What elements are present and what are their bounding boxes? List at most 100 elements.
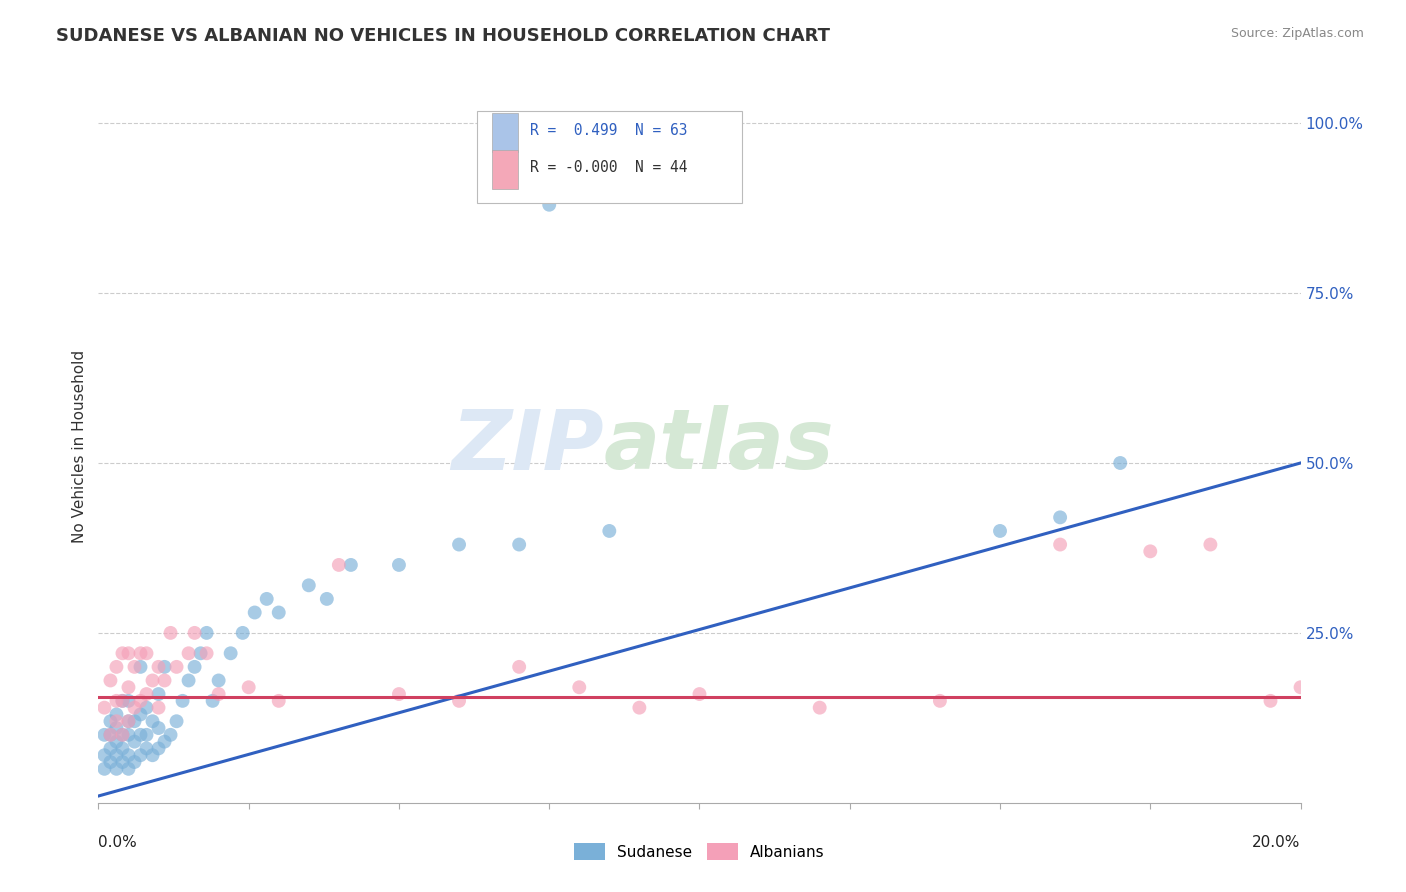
Point <box>100 714 122 729</box>
Point <box>628 700 651 714</box>
Point <box>124 714 146 729</box>
Point <box>135 687 157 701</box>
Point <box>1139 544 1161 558</box>
Point <box>135 646 157 660</box>
Point <box>172 694 194 708</box>
Point <box>153 673 176 688</box>
Point <box>129 694 152 708</box>
Point <box>141 673 163 688</box>
Bar <box>492 150 517 189</box>
Point <box>1260 694 1282 708</box>
FancyBboxPatch shape <box>477 111 741 203</box>
Point <box>568 680 591 694</box>
Text: Source: ZipAtlas.com: Source: ZipAtlas.com <box>1230 27 1364 40</box>
Point <box>93 762 115 776</box>
Point <box>141 748 163 763</box>
Text: ZIP: ZIP <box>451 406 603 486</box>
Point <box>267 694 290 708</box>
Point <box>129 660 152 674</box>
Point <box>100 673 122 688</box>
Point <box>689 687 711 701</box>
Point <box>256 591 278 606</box>
Point <box>111 728 134 742</box>
Point <box>105 694 128 708</box>
Point <box>328 558 350 572</box>
Point <box>148 660 170 674</box>
Point <box>135 700 157 714</box>
Point <box>1199 537 1222 551</box>
Text: 20.0%: 20.0% <box>1253 835 1301 850</box>
Point <box>447 694 470 708</box>
Point <box>117 694 139 708</box>
Point <box>105 714 128 729</box>
Point <box>208 673 231 688</box>
Legend: Sudanese, Albanians: Sudanese, Albanians <box>568 837 831 866</box>
Point <box>388 687 411 701</box>
Point <box>135 728 157 742</box>
Point <box>177 646 200 660</box>
Point <box>100 728 122 742</box>
Point <box>538 198 561 212</box>
Point <box>117 762 139 776</box>
Point <box>111 755 134 769</box>
Point <box>508 660 530 674</box>
Point <box>100 728 122 742</box>
Point <box>117 728 139 742</box>
Point <box>195 626 218 640</box>
Point <box>159 728 181 742</box>
Point <box>111 646 134 660</box>
Point <box>166 714 188 729</box>
Point <box>111 694 134 708</box>
Point <box>129 728 152 742</box>
Point <box>105 748 128 763</box>
Point <box>117 714 139 729</box>
Point <box>177 673 200 688</box>
Point <box>808 700 831 714</box>
Point <box>1049 510 1071 524</box>
Point <box>117 680 139 694</box>
Point <box>93 728 115 742</box>
Point <box>159 626 181 640</box>
Point <box>153 660 176 674</box>
Point <box>267 606 290 620</box>
Point <box>124 660 146 674</box>
Point <box>1109 456 1132 470</box>
Point <box>105 721 128 735</box>
Point <box>105 707 128 722</box>
Point <box>1289 680 1312 694</box>
Text: atlas: atlas <box>603 406 834 486</box>
Point <box>148 741 170 756</box>
Point <box>183 660 205 674</box>
Point <box>124 700 146 714</box>
Point <box>117 714 139 729</box>
Point <box>135 741 157 756</box>
Point <box>195 646 218 660</box>
Point <box>508 537 530 551</box>
Text: 0.0%: 0.0% <box>98 835 138 850</box>
Point <box>190 646 212 660</box>
Text: SUDANESE VS ALBANIAN NO VEHICLES IN HOUSEHOLD CORRELATION CHART: SUDANESE VS ALBANIAN NO VEHICLES IN HOUS… <box>56 27 830 45</box>
Point <box>153 734 176 748</box>
Point <box>238 680 260 694</box>
Point <box>340 558 363 572</box>
Point <box>148 721 170 735</box>
Point <box>232 626 254 640</box>
Point <box>243 606 266 620</box>
Point <box>129 748 152 763</box>
Point <box>298 578 321 592</box>
Point <box>388 558 411 572</box>
Point <box>201 694 224 708</box>
Point <box>598 524 620 538</box>
Point <box>183 626 205 640</box>
Y-axis label: No Vehicles in Household: No Vehicles in Household <box>72 350 87 542</box>
Point <box>1049 537 1071 551</box>
Point <box>105 660 128 674</box>
Text: R = -0.000  N = 44: R = -0.000 N = 44 <box>530 160 688 175</box>
Bar <box>492 113 517 153</box>
Point <box>93 748 115 763</box>
Point <box>117 748 139 763</box>
Point <box>117 646 139 660</box>
Point <box>105 734 128 748</box>
Point <box>100 741 122 756</box>
Text: R =  0.499  N = 63: R = 0.499 N = 63 <box>530 123 688 138</box>
